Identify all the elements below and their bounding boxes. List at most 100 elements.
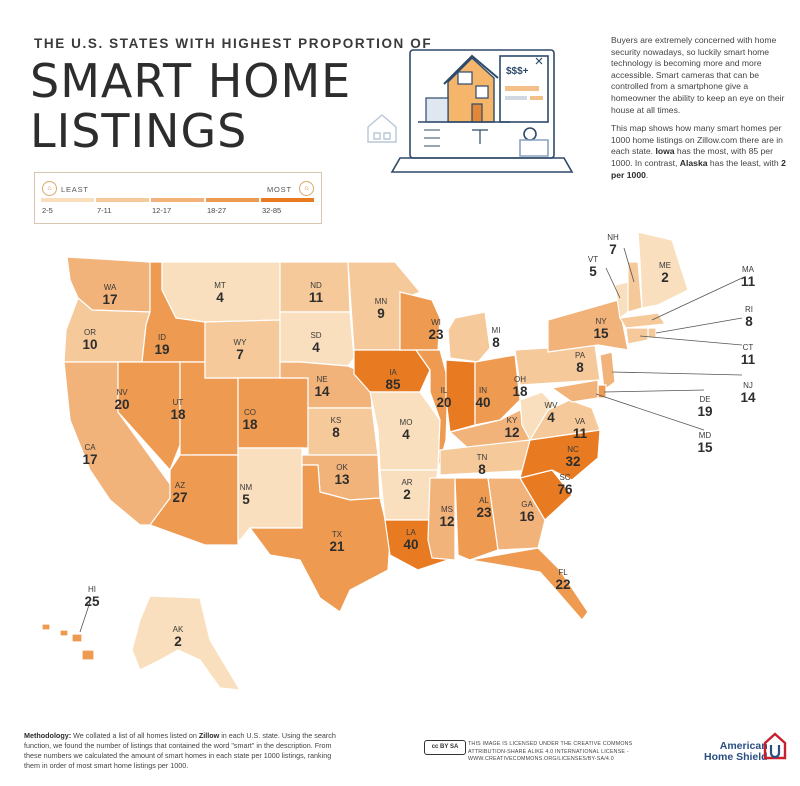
- state-label-ne: NE: [316, 375, 327, 384]
- state-label-ca: CA: [84, 443, 96, 452]
- state-value-ky: 12: [504, 425, 519, 440]
- state-label-md: MD: [699, 431, 712, 440]
- state-value-ca: 17: [82, 452, 97, 467]
- most-house-icon: ⌂: [299, 181, 314, 196]
- state-label-nh: NH: [607, 233, 619, 242]
- license-text: THIS IMAGE IS LICENSED UNDER THE CREATIV…: [468, 741, 633, 762]
- state-value-wa: 17: [102, 292, 117, 307]
- state-ak: [131, 595, 242, 691]
- leader-line-de: [603, 389, 705, 393]
- state-label-nc: NC: [567, 445, 579, 454]
- state-label-mt: MT: [214, 281, 226, 290]
- house-outline-icon: [367, 114, 397, 143]
- state-me: [637, 231, 689, 309]
- state-label-tn: TN: [477, 453, 488, 462]
- state-label-ks: KS: [331, 416, 342, 425]
- state-value-ak: 2: [174, 634, 182, 649]
- state-value-tx: 21: [329, 539, 345, 554]
- main-title-line-2: LISTINGS: [30, 104, 248, 158]
- state-value-sd: 4: [312, 340, 320, 355]
- state-label-pa: PA: [575, 351, 586, 360]
- state-label-vt: VT: [588, 255, 598, 264]
- state-label-ct: CT: [743, 343, 754, 352]
- legend-range-1: 2-5: [42, 206, 53, 215]
- legend-swatch-3: [151, 198, 204, 202]
- state-label-ut: UT: [173, 398, 184, 407]
- state-value-mt: 4: [216, 290, 224, 305]
- state-label-id: ID: [158, 333, 166, 342]
- state-label-me: ME: [659, 261, 671, 270]
- state-il: [414, 349, 449, 471]
- leader-line-ri: [655, 317, 743, 334]
- state-label-ak: AK: [173, 625, 184, 634]
- state-value-il: 20: [436, 395, 451, 410]
- legend-most-label: MOST: [267, 185, 292, 194]
- leader-line-md: [595, 393, 705, 431]
- state-label-nj: NJ: [743, 381, 753, 390]
- state-value-ri: 8: [745, 314, 753, 329]
- legend-range-4: 18-27: [207, 206, 227, 215]
- state-value-wv: 4: [547, 410, 555, 425]
- state-label-wa: WA: [104, 283, 117, 292]
- state-value-hi: 25: [84, 594, 100, 609]
- state-value-la: 40: [403, 537, 418, 552]
- state-value-in: 40: [475, 395, 490, 410]
- state-label-ri: RI: [745, 305, 753, 314]
- state-label-al: AL: [479, 496, 489, 505]
- state-value-oh: 18: [512, 384, 528, 399]
- state-value-ms: 12: [439, 514, 454, 529]
- intro-text: Buyers are extremely concerned with home…: [611, 35, 786, 188]
- state-value-nd: 11: [309, 290, 324, 305]
- state-nv: [117, 361, 181, 472]
- state-label-az: AZ: [175, 481, 185, 490]
- state-label-wv: WV: [545, 401, 559, 410]
- state-value-tn: 8: [478, 462, 486, 477]
- leader-line-hi: [79, 601, 91, 633]
- state-label-in: IN: [479, 386, 487, 395]
- leader-line-ct: [639, 335, 743, 346]
- state-value-nh: 7: [609, 242, 617, 257]
- state-label-ms: MS: [441, 505, 453, 514]
- state-value-fl: 22: [555, 577, 570, 592]
- state-value-pa: 8: [576, 360, 584, 375]
- state-value-al: 23: [476, 505, 492, 520]
- state-value-wi: 23: [428, 327, 444, 342]
- state-value-ne: 14: [314, 384, 330, 399]
- leader-line-vt: [605, 267, 621, 299]
- state-value-mo: 4: [402, 427, 410, 442]
- leader-line-ma: [651, 277, 743, 321]
- state-value-az: 27: [172, 490, 187, 505]
- state-value-sc: 76: [557, 482, 573, 497]
- state-label-ia: IA: [389, 368, 397, 377]
- leader-line-nh: [623, 247, 635, 283]
- state-label-hi: HI: [88, 585, 96, 594]
- intro-paragraph-1: Buyers are extremely concerned with home…: [611, 35, 785, 115]
- smart-home-illustration: $$$+: [367, 49, 574, 173]
- state-ct: [625, 327, 649, 345]
- brand-house-icon: [763, 732, 787, 760]
- state-value-id: 19: [154, 342, 169, 357]
- state-value-ar: 2: [403, 487, 411, 502]
- state-value-ct: 11: [741, 352, 756, 367]
- eyebrow-title: THE U.S. STATES WITH HIGHEST PROPORTION …: [34, 36, 433, 51]
- state-label-nm: NM: [240, 483, 253, 492]
- methodology-note: Methodology: We collated a list of all h…: [24, 731, 336, 770]
- main-title-line-1: SMART HOME: [30, 54, 352, 108]
- legend-range-3: 12-17: [152, 206, 172, 215]
- state-label-or: OR: [84, 328, 96, 337]
- state-label-ma: MA: [742, 265, 755, 274]
- state-value-ma: 11: [741, 274, 756, 289]
- state-nj: [599, 351, 616, 392]
- state-value-me: 2: [661, 270, 669, 285]
- state-label-ny: NY: [595, 317, 607, 326]
- state-value-mi: 8: [492, 335, 500, 350]
- state-md: [550, 379, 599, 403]
- state-value-ny: 15: [593, 326, 609, 341]
- legend-range-5: 32-85: [262, 206, 282, 215]
- state-label-mi: MI: [492, 326, 501, 335]
- legend-swatch-1: [41, 198, 94, 202]
- state-value-ga: 16: [519, 509, 535, 524]
- intro-paragraph-2: This map shows how many smart homes per …: [611, 123, 786, 180]
- state-ga: [487, 477, 546, 551]
